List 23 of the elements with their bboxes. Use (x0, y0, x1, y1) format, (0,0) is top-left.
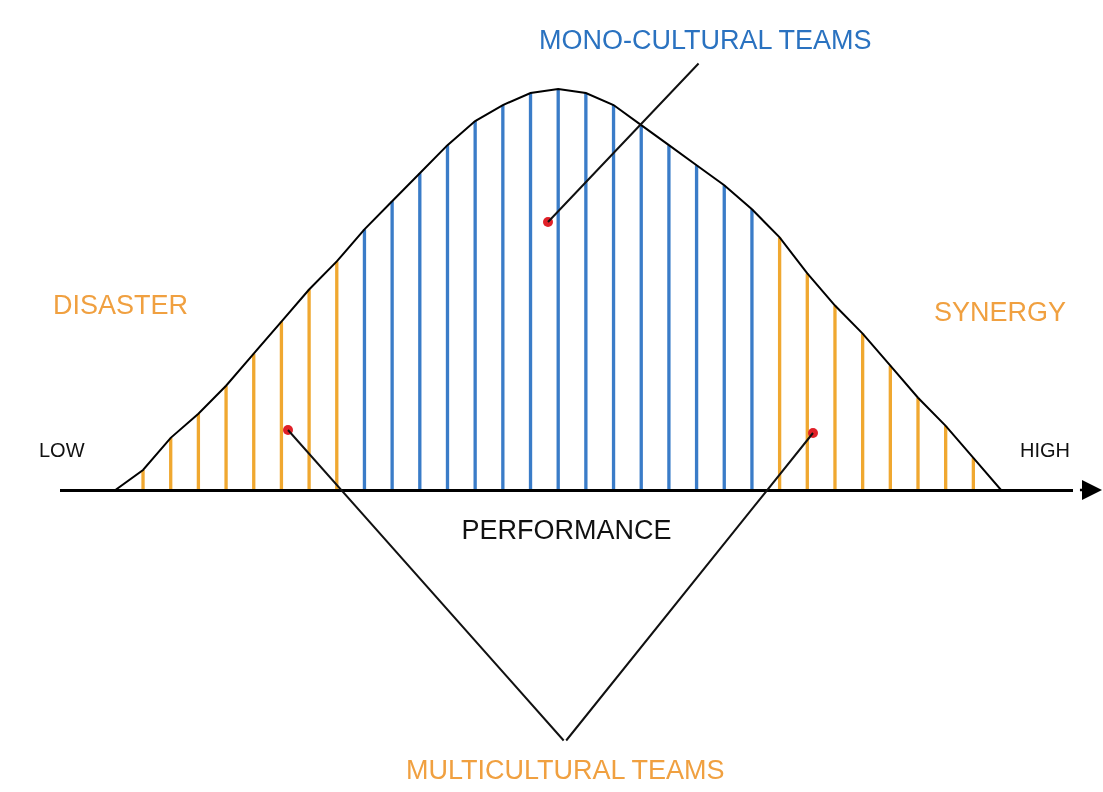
bar (473, 121, 477, 490)
bar (141, 469, 145, 490)
bar (307, 289, 311, 490)
bar (667, 145, 671, 490)
bar (722, 185, 726, 490)
text: HIGH (1020, 439, 1070, 461)
text: LOW (39, 439, 85, 461)
bar (528, 93, 533, 490)
annotation: SYNERGY (934, 297, 1067, 327)
bar (750, 209, 754, 490)
text: MONO-CULTURAL TEAMS (539, 25, 872, 55)
bar (639, 125, 643, 490)
bar (390, 201, 394, 490)
x-axis-title: PERFORMANCE (461, 515, 672, 546)
bar (501, 105, 505, 490)
bar (584, 93, 588, 490)
annotation: DISASTER (53, 290, 189, 320)
bar (916, 397, 920, 490)
bar (224, 385, 228, 490)
bar (445, 145, 450, 490)
bar (833, 305, 837, 490)
bar (418, 173, 422, 490)
text: MULTICULTURAL TEAMS (406, 755, 725, 785)
